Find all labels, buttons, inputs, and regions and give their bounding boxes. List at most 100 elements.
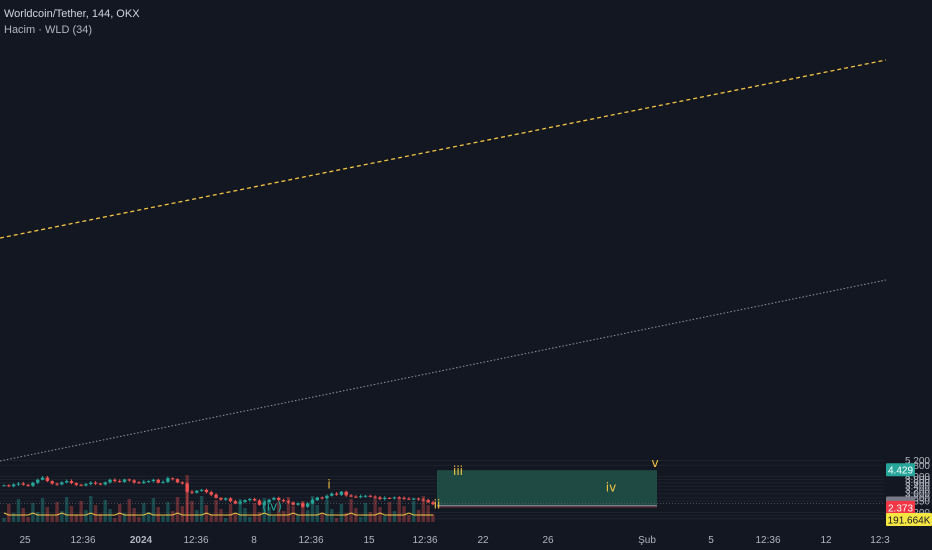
volume-bar xyxy=(146,512,151,522)
y-tick-label: 3.200 xyxy=(905,485,930,496)
candle-body xyxy=(214,494,218,498)
candle-body xyxy=(16,483,21,485)
candle-body xyxy=(31,482,35,486)
candle-body xyxy=(89,482,93,485)
upper-channel-line xyxy=(0,59,887,239)
candle-body xyxy=(286,501,291,503)
candle-body xyxy=(310,500,315,504)
y-tick-label: 3.400 xyxy=(905,482,930,493)
volume-bar xyxy=(378,507,382,522)
price-badge xyxy=(886,513,932,526)
volume-bar xyxy=(180,506,185,522)
candle-body xyxy=(320,497,324,499)
candle-body xyxy=(204,489,209,493)
candle-body xyxy=(228,498,233,502)
x-tick-label: 5 xyxy=(708,535,714,546)
volume-bar xyxy=(339,504,344,522)
candle-body xyxy=(156,479,160,483)
volume-bar xyxy=(373,498,377,522)
candle-body xyxy=(224,498,228,500)
candle-body xyxy=(79,484,83,486)
candle-body xyxy=(243,500,247,502)
volume-bar xyxy=(151,498,156,522)
candle-body xyxy=(137,482,141,484)
x-tick-label: 12:36 xyxy=(183,535,208,546)
volume-bar xyxy=(252,503,257,522)
candle-body xyxy=(2,485,6,487)
volume-bar xyxy=(334,518,339,522)
volume-bar xyxy=(16,499,21,522)
candle-body xyxy=(354,496,358,498)
x-tick-label: 15 xyxy=(363,535,375,546)
volume-bar xyxy=(421,496,426,522)
volume-bar xyxy=(305,510,310,522)
wave-label: v xyxy=(651,456,658,470)
volume-bar xyxy=(277,502,281,522)
x-tick-label: 12:36 xyxy=(755,535,780,546)
candle-body xyxy=(60,482,64,485)
volume-bar xyxy=(127,499,132,522)
candle-body xyxy=(238,501,242,504)
volume-indicator-label[interactable]: Hacim · WLD (34) xyxy=(4,24,93,36)
volume-bar xyxy=(426,505,430,522)
volume-bar xyxy=(349,499,353,522)
symbol-title[interactable]: Worldcoin/Tether, 144, OKX xyxy=(4,8,140,20)
y-tick-label: 4.000 xyxy=(905,472,930,483)
candle-body xyxy=(431,502,435,505)
candle-body xyxy=(416,498,421,500)
volume-bar xyxy=(416,510,421,522)
candle-body xyxy=(334,493,339,495)
candle-body xyxy=(262,502,266,505)
x-tick-label: 12:36 xyxy=(298,535,323,546)
candle-body xyxy=(180,482,185,484)
candle-body xyxy=(387,497,392,499)
x-tick-label: 12:3 xyxy=(870,535,890,546)
candle-body xyxy=(11,484,16,487)
time-axis[interactable]: 25 12:36 2024 12:36 8 12:36 15 12:36 22 26 Şub 5 12:… xyxy=(19,535,890,546)
candle-body xyxy=(190,491,194,493)
price-badge-label: 2.373 xyxy=(888,503,913,514)
volume-bar xyxy=(291,506,295,522)
volume-bar xyxy=(50,516,54,522)
candle-body xyxy=(330,493,334,496)
candle-body xyxy=(383,497,387,499)
volume-bar xyxy=(69,506,74,522)
candle-body xyxy=(108,479,112,483)
candle-body xyxy=(122,479,127,482)
volume-bar xyxy=(387,502,392,522)
volume-bar xyxy=(171,511,175,522)
candle-body xyxy=(252,498,257,501)
volume-bar xyxy=(310,496,315,522)
y-tick-label: 2.650 xyxy=(905,497,930,508)
volume-bar xyxy=(36,512,40,522)
wave-label: (iv) xyxy=(262,500,282,514)
candle-body xyxy=(281,500,286,502)
x-tick-label: 26 xyxy=(542,535,554,546)
candle-body xyxy=(301,503,305,507)
candle-body xyxy=(378,497,382,499)
volume-bar xyxy=(74,515,78,522)
volume-bar xyxy=(363,503,368,522)
candle-body xyxy=(219,497,223,500)
volume-bar xyxy=(233,513,238,522)
volume-bar xyxy=(392,511,397,522)
candle-body xyxy=(84,484,88,486)
volume-bar xyxy=(190,501,194,522)
candle-body xyxy=(45,477,50,482)
candle-body xyxy=(195,490,199,493)
candle-body xyxy=(199,489,204,491)
volume-bar xyxy=(79,501,83,522)
stop-zone xyxy=(437,505,657,508)
wave-label: iii xyxy=(453,464,463,478)
price-badge xyxy=(886,463,915,477)
candle-body xyxy=(368,495,373,497)
volume-bar xyxy=(84,510,88,522)
volume-bar xyxy=(40,498,45,522)
candle-body xyxy=(257,500,262,505)
candle-body xyxy=(397,497,401,499)
volume-bar xyxy=(407,515,411,522)
